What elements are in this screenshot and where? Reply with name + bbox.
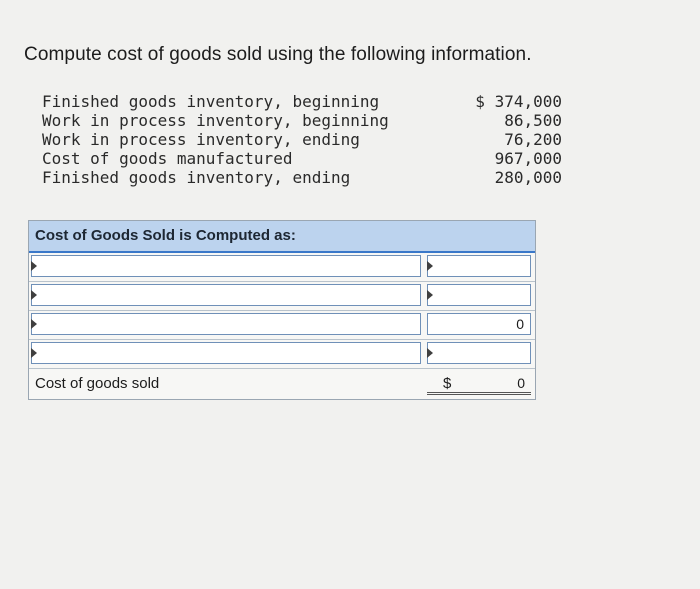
row-pointer-icon (31, 348, 37, 358)
total-amount: 0 (427, 372, 531, 395)
given-row: Cost of goods manufactured 967,000 (42, 149, 562, 168)
table-row (29, 253, 535, 282)
total-dollar-sign: $ (443, 375, 452, 392)
row-pointer-icon (427, 261, 433, 271)
row-pointer-icon (31, 319, 37, 329)
given-value: 280,000 (494, 168, 562, 187)
amount-input[interactable] (427, 284, 531, 306)
table-row (29, 282, 535, 311)
given-value: 86,500 (504, 111, 562, 130)
question-text: Compute cost of goods sold using the fol… (24, 44, 532, 65)
amount-input[interactable] (427, 342, 531, 364)
row-pointer-icon (427, 348, 433, 358)
given-value: 76,200 (504, 130, 562, 149)
table-row: 0 (29, 311, 535, 340)
account-dropdown[interactable] (31, 255, 421, 277)
given-label: Work in process inventory, beginning (42, 111, 389, 130)
given-label: Work in process inventory, ending (42, 130, 360, 149)
account-dropdown[interactable] (31, 313, 421, 335)
row-pointer-icon (427, 290, 433, 300)
given-label: Finished goods inventory, ending (42, 168, 351, 187)
given-data: Finished goods inventory, beginning $ 37… (42, 92, 562, 187)
account-dropdown[interactable] (31, 284, 421, 306)
account-dropdown[interactable] (31, 342, 421, 364)
table-row (29, 340, 535, 369)
given-value: 967,000 (494, 149, 562, 168)
total-row: Cost of goods sold $ 0 (29, 369, 535, 399)
given-row: Work in process inventory, ending 76,200 (42, 130, 562, 149)
table-header: Cost of Goods Sold is Computed as: (29, 221, 535, 253)
amount-input[interactable]: 0 (427, 313, 531, 335)
given-value: $ 374,000 (475, 92, 562, 111)
given-row: Finished goods inventory, ending 280,000 (42, 168, 562, 187)
given-row: Finished goods inventory, beginning $ 37… (42, 92, 562, 111)
given-label: Cost of goods manufactured (42, 149, 293, 168)
amount-input[interactable] (427, 255, 531, 277)
given-row: Work in process inventory, beginning 86,… (42, 111, 562, 130)
row-pointer-icon (31, 290, 37, 300)
cogs-table: Cost of Goods Sold is Computed as: 0 Cos… (28, 220, 536, 400)
row-pointer-icon (31, 261, 37, 271)
given-label: Finished goods inventory, beginning (42, 92, 380, 111)
total-label: Cost of goods sold (35, 375, 160, 392)
